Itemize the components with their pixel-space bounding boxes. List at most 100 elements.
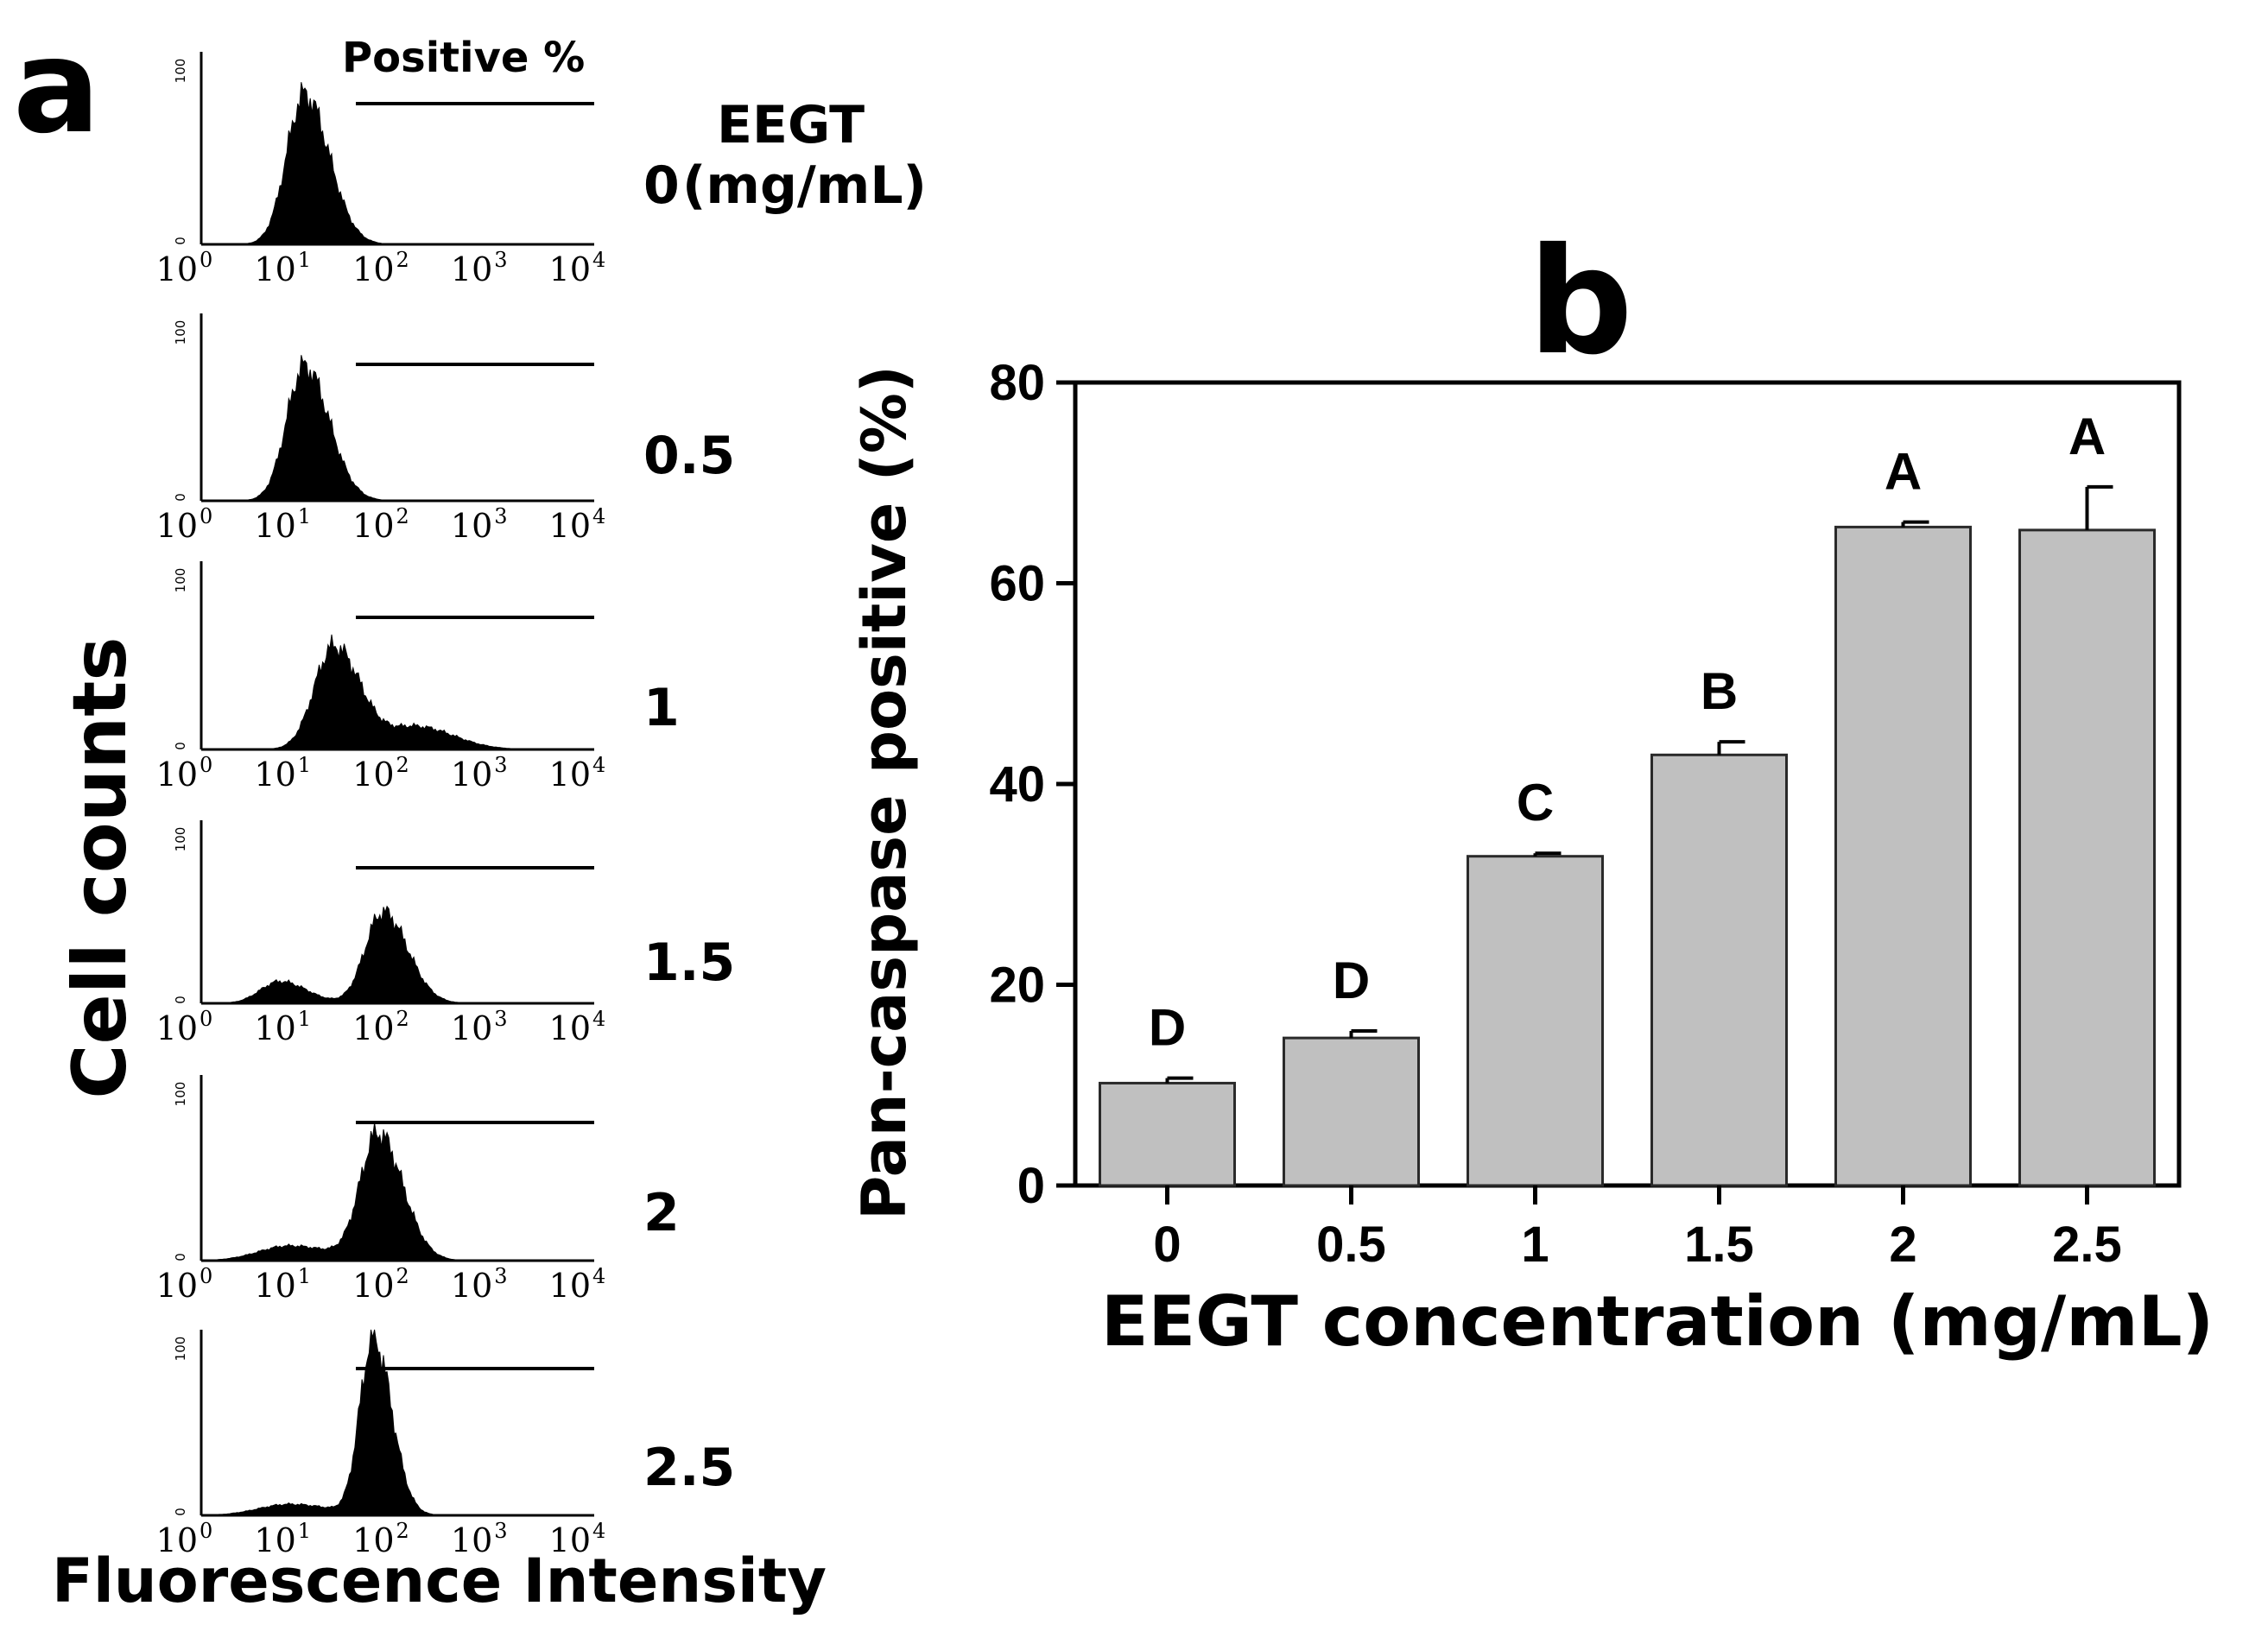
histogram-xtick-base: 10 — [254, 250, 295, 288]
histogram-xtick: 10 2 — [352, 1007, 409, 1047]
histogram-xtick: 10 4 — [549, 248, 606, 288]
histogram-xtick: 10 2 — [352, 1519, 409, 1559]
histogram-xtick: 10 1 — [254, 753, 311, 794]
histogram-xtick: 10 2 — [352, 753, 409, 794]
conc-label-3: 1.5 — [643, 933, 735, 993]
histogram-xtick-exponent: 1 — [298, 753, 311, 777]
histogram-xtick-exponent: 1 — [298, 1264, 311, 1288]
histogram-xtick-base: 10 — [352, 250, 394, 288]
histogram-xtick-exponent: 0 — [200, 504, 212, 528]
histogram-xtick-base: 10 — [451, 507, 492, 545]
histogram-ytick-100: 100 — [173, 827, 188, 852]
histogram-fill — [201, 905, 594, 1004]
histogram-xtick: 10 4 — [549, 1519, 606, 1559]
histogram-xtick: 10 1 — [254, 248, 311, 288]
conc-label-4: 2 — [643, 1183, 680, 1243]
histogram-xtick-base: 10 — [254, 1521, 295, 1559]
histogram-xtick: 10 4 — [549, 753, 606, 794]
histogram-xtick-base: 10 — [254, 1009, 295, 1047]
histogram-xtick-base: 10 — [352, 507, 394, 545]
histogram-fill — [201, 82, 594, 245]
bar-chart: 0 20 40 60 80 0 D 0.5 D 1 C 1.5 B 2 A 2.5 A — [989, 355, 2182, 1273]
x-tick-label: 1 — [1521, 1217, 1549, 1273]
histogram-xtick-base: 10 — [451, 1521, 492, 1559]
histogram-xtick-base: 10 — [156, 756, 198, 794]
significance-letter: A — [1885, 443, 1922, 501]
histogram-xtick-base: 10 — [549, 250, 591, 288]
histogram-xtick: 10 0 — [156, 753, 213, 794]
histogram-xtick-exponent: 2 — [396, 1264, 409, 1288]
histogram-xtick-base: 10 — [156, 1267, 198, 1305]
histogram-fill — [201, 355, 594, 502]
histogram-xtick-exponent: 3 — [494, 753, 507, 777]
histogram-xtick-exponent: 0 — [200, 1264, 212, 1288]
histogram-xtick: 10 4 — [549, 1264, 606, 1305]
histogram-xtick-base: 10 — [549, 507, 591, 545]
histogram-ytick-0: 0 — [173, 996, 188, 1004]
y-tick-label: 60 — [989, 556, 1045, 612]
histogram-xtick: 10 0 — [156, 248, 213, 288]
y-axis-label-cell-counts: Cell counts — [57, 636, 143, 1098]
bar-2 — [1834, 525, 1972, 1187]
histogram-xtick-base: 10 — [254, 1267, 295, 1305]
histogram-xtick-exponent: 3 — [494, 248, 507, 272]
bar-2.5 — [2018, 528, 2156, 1187]
y-tick-label: 20 — [989, 958, 1045, 1014]
histogram-xtick-base: 10 — [156, 1009, 198, 1047]
histogram-xtick: 10 2 — [352, 248, 409, 288]
histogram-xtick: 10 1 — [254, 504, 311, 545]
histogram-ytick-0: 0 — [173, 237, 188, 245]
histogram-xtick-exponent: 3 — [494, 504, 507, 528]
histogram-xtick-exponent: 0 — [200, 1519, 212, 1543]
histogram-xtick-exponent: 1 — [298, 504, 311, 528]
histogram-xtick-exponent: 2 — [396, 248, 409, 272]
histogram-xtick-base: 10 — [352, 1521, 394, 1559]
histogram-ytick-0: 0 — [173, 493, 188, 502]
histogram-fill — [201, 634, 594, 750]
significance-letter: A — [2068, 408, 2106, 465]
histogram-xtick: 10 1 — [254, 1264, 311, 1305]
histogram-xtick-base: 10 — [549, 756, 591, 794]
histogram-xtick-exponent: 3 — [494, 1264, 507, 1288]
plot-frame — [1073, 380, 2182, 1188]
y-tick-label: 80 — [989, 355, 1045, 411]
histogram-xtick: 10 3 — [451, 1264, 508, 1305]
histogram-xtick-base: 10 — [549, 1267, 591, 1305]
bar-0 — [1099, 1081, 1236, 1187]
histogram-xtick-base: 10 — [451, 250, 492, 288]
histogram-xtick-base: 10 — [156, 1521, 198, 1559]
histogram-xtick: 10 2 — [352, 504, 409, 545]
histogram-ytick-0: 0 — [173, 1508, 188, 1516]
histogram-xtick: 10 0 — [156, 1519, 213, 1559]
x-tick-label: 0 — [1153, 1217, 1181, 1273]
positive-percent-header: Positive % — [342, 34, 585, 82]
histogram-ytick-100: 100 — [173, 59, 188, 84]
panel-b-letter: b — [1528, 217, 1633, 388]
histogram-xtick-base: 10 — [451, 1267, 492, 1305]
bar-1.5 — [1650, 753, 1788, 1187]
histogram-xtick-base: 10 — [352, 1009, 394, 1047]
histogram-xtick-exponent: 2 — [396, 1519, 409, 1543]
histogram-xtick: 10 1 — [254, 1519, 311, 1559]
histogram-xtick-base: 10 — [451, 756, 492, 794]
histogram-xtick-exponent: 0 — [200, 1007, 212, 1031]
histogram-xtick: 10 3 — [451, 1519, 508, 1559]
histogram-xtick-base: 10 — [549, 1521, 591, 1559]
y-tick-label: 0 — [1017, 1158, 1045, 1214]
bar-y-axis-label: Pan-caspase positive (%) — [849, 365, 920, 1220]
histogram-xtick-exponent: 2 — [396, 504, 409, 528]
conc-label-2: 1 — [643, 678, 680, 738]
histogram-ytick-100: 100 — [173, 1337, 188, 1362]
x-tick-label: 2 — [1889, 1217, 1916, 1273]
histogram-xtick-base: 10 — [352, 1267, 394, 1305]
significance-letter: B — [1701, 662, 1738, 720]
x-axis-label-fluorescence: Fluorescence Intensity — [52, 1546, 827, 1616]
histogram-ytick-100: 100 — [173, 568, 188, 593]
histogram-xtick-exponent: 1 — [298, 248, 311, 272]
histogram-xtick: 10 4 — [549, 1007, 606, 1047]
histogram-xtick: 10 1 — [254, 1007, 311, 1047]
